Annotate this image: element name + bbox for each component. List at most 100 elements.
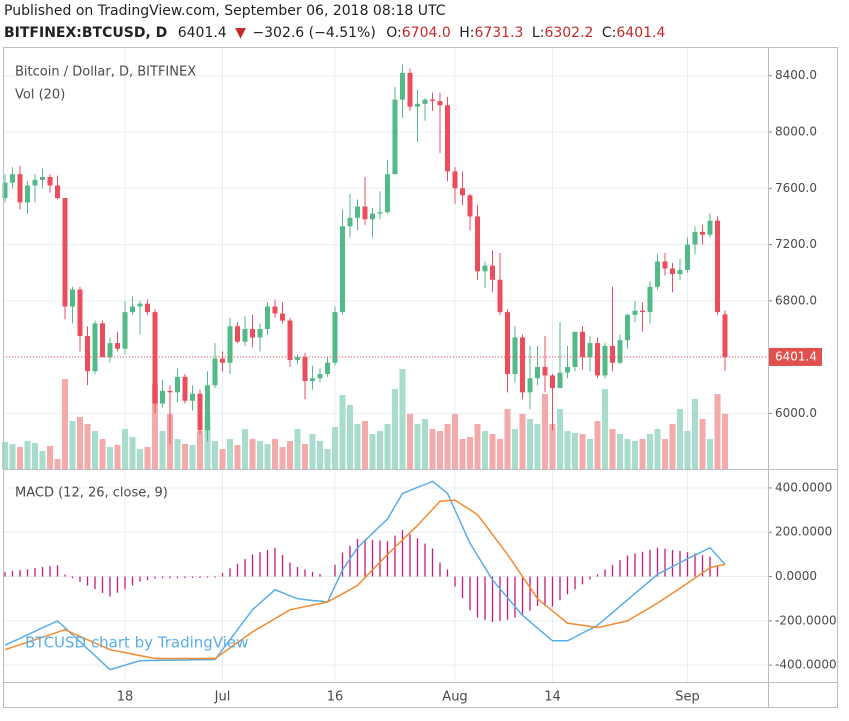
volume-bar [197, 431, 203, 469]
frame [3, 47, 838, 708]
candle-body [520, 337, 525, 393]
candle-body [430, 99, 435, 102]
candle-body [47, 177, 53, 186]
volume-bar [572, 433, 578, 469]
candle-body [197, 393, 203, 431]
x-tick-label: 18 [117, 690, 134, 705]
volume-bar [564, 431, 571, 469]
candle-body [415, 103, 420, 107]
o-value: 6704.0 [402, 25, 451, 41]
volume-bar [557, 409, 563, 469]
candle-body [497, 279, 503, 313]
volume-bar [617, 434, 623, 469]
volume-bar [422, 419, 428, 469]
candle-body [10, 174, 15, 183]
volume-bar [609, 429, 616, 469]
candle-body [685, 244, 690, 270]
candle-body [250, 328, 255, 338]
c-value: 6401.4 [616, 25, 665, 41]
volume-bar [152, 384, 158, 469]
candle-body [25, 185, 30, 203]
candle-body [325, 362, 330, 375]
volume-bar [287, 441, 293, 469]
candle-body [235, 326, 240, 342]
volume-bar [662, 439, 668, 469]
candle-body [482, 265, 488, 272]
volume-bar [399, 369, 406, 469]
candle-body [550, 375, 555, 389]
candle-body [422, 99, 428, 104]
volume-bar [632, 441, 638, 469]
candle-body [137, 303, 143, 307]
candle-body [602, 345, 608, 376]
y-tick-label: 6000.0 [775, 406, 817, 420]
candle-body [595, 343, 600, 376]
volume-bar [174, 439, 181, 469]
candle-body [295, 357, 300, 360]
volume-bar [249, 439, 256, 469]
volume-bar [257, 441, 263, 469]
volume-bar [107, 447, 113, 469]
candle-body [2, 182, 8, 199]
volume-bar [24, 441, 31, 469]
candle-body [160, 390, 165, 404]
candle-body [310, 378, 315, 382]
volume-bar [369, 434, 376, 469]
candle-body [77, 289, 83, 337]
candle-body [122, 312, 128, 349]
candle-body [400, 72, 405, 100]
candle-body [85, 336, 90, 372]
x-tick-label: Aug [442, 690, 467, 705]
volume-bar [332, 427, 338, 469]
volume-bar [324, 449, 331, 469]
volume-bar [647, 434, 653, 469]
y-tick-label: 200.0000 [775, 525, 832, 539]
y-tick-label: -400.0000 [775, 658, 837, 672]
candle-body [475, 216, 480, 272]
volume-bar [684, 431, 691, 469]
candle-body [92, 323, 98, 372]
candle-body [287, 320, 293, 360]
candle-body [715, 220, 720, 313]
plot: 18Jul16Aug14Sep6000.06400.06800.07200.07… [2, 48, 837, 705]
candle-body [175, 376, 180, 393]
volume-bar [549, 424, 556, 469]
candle-body [257, 328, 263, 338]
y-tick-label: 8000.0 [775, 125, 817, 139]
volume-bar [17, 447, 23, 469]
candle-body [467, 195, 473, 217]
volume-bar [92, 431, 98, 469]
candle-body [662, 261, 668, 269]
volume-bar [317, 441, 323, 469]
candle-body [130, 306, 135, 313]
macd-line [4, 480, 726, 671]
volume-bar [99, 439, 106, 469]
volume-bar [482, 431, 488, 469]
candle-body [272, 306, 278, 314]
candle-body [362, 206, 368, 220]
volume-bar [69, 421, 76, 469]
symbol: BITFINEX:BTCUSD, D [4, 25, 167, 41]
volume-bar [189, 445, 196, 469]
candle-body [640, 310, 645, 313]
x-tick-label: 16 [327, 690, 344, 705]
volume-bar [542, 394, 548, 469]
volume-bar [77, 417, 83, 469]
volume-bar [234, 445, 241, 469]
volume-bar [159, 431, 166, 469]
volume-bar [519, 414, 526, 469]
candle-body [370, 213, 375, 220]
candle-body [505, 312, 510, 375]
candle-body [265, 306, 270, 329]
volume-bar [699, 419, 706, 469]
candle-body [625, 314, 630, 341]
candle-body [152, 312, 158, 404]
candle-body [535, 366, 540, 379]
candle-body [227, 326, 233, 363]
volume-bar [594, 421, 601, 469]
volume-bar [219, 449, 226, 469]
volume-bar [654, 429, 661, 469]
candle-body [205, 385, 210, 431]
volume-bar [264, 444, 271, 469]
h-value: 6731.3 [474, 25, 523, 41]
